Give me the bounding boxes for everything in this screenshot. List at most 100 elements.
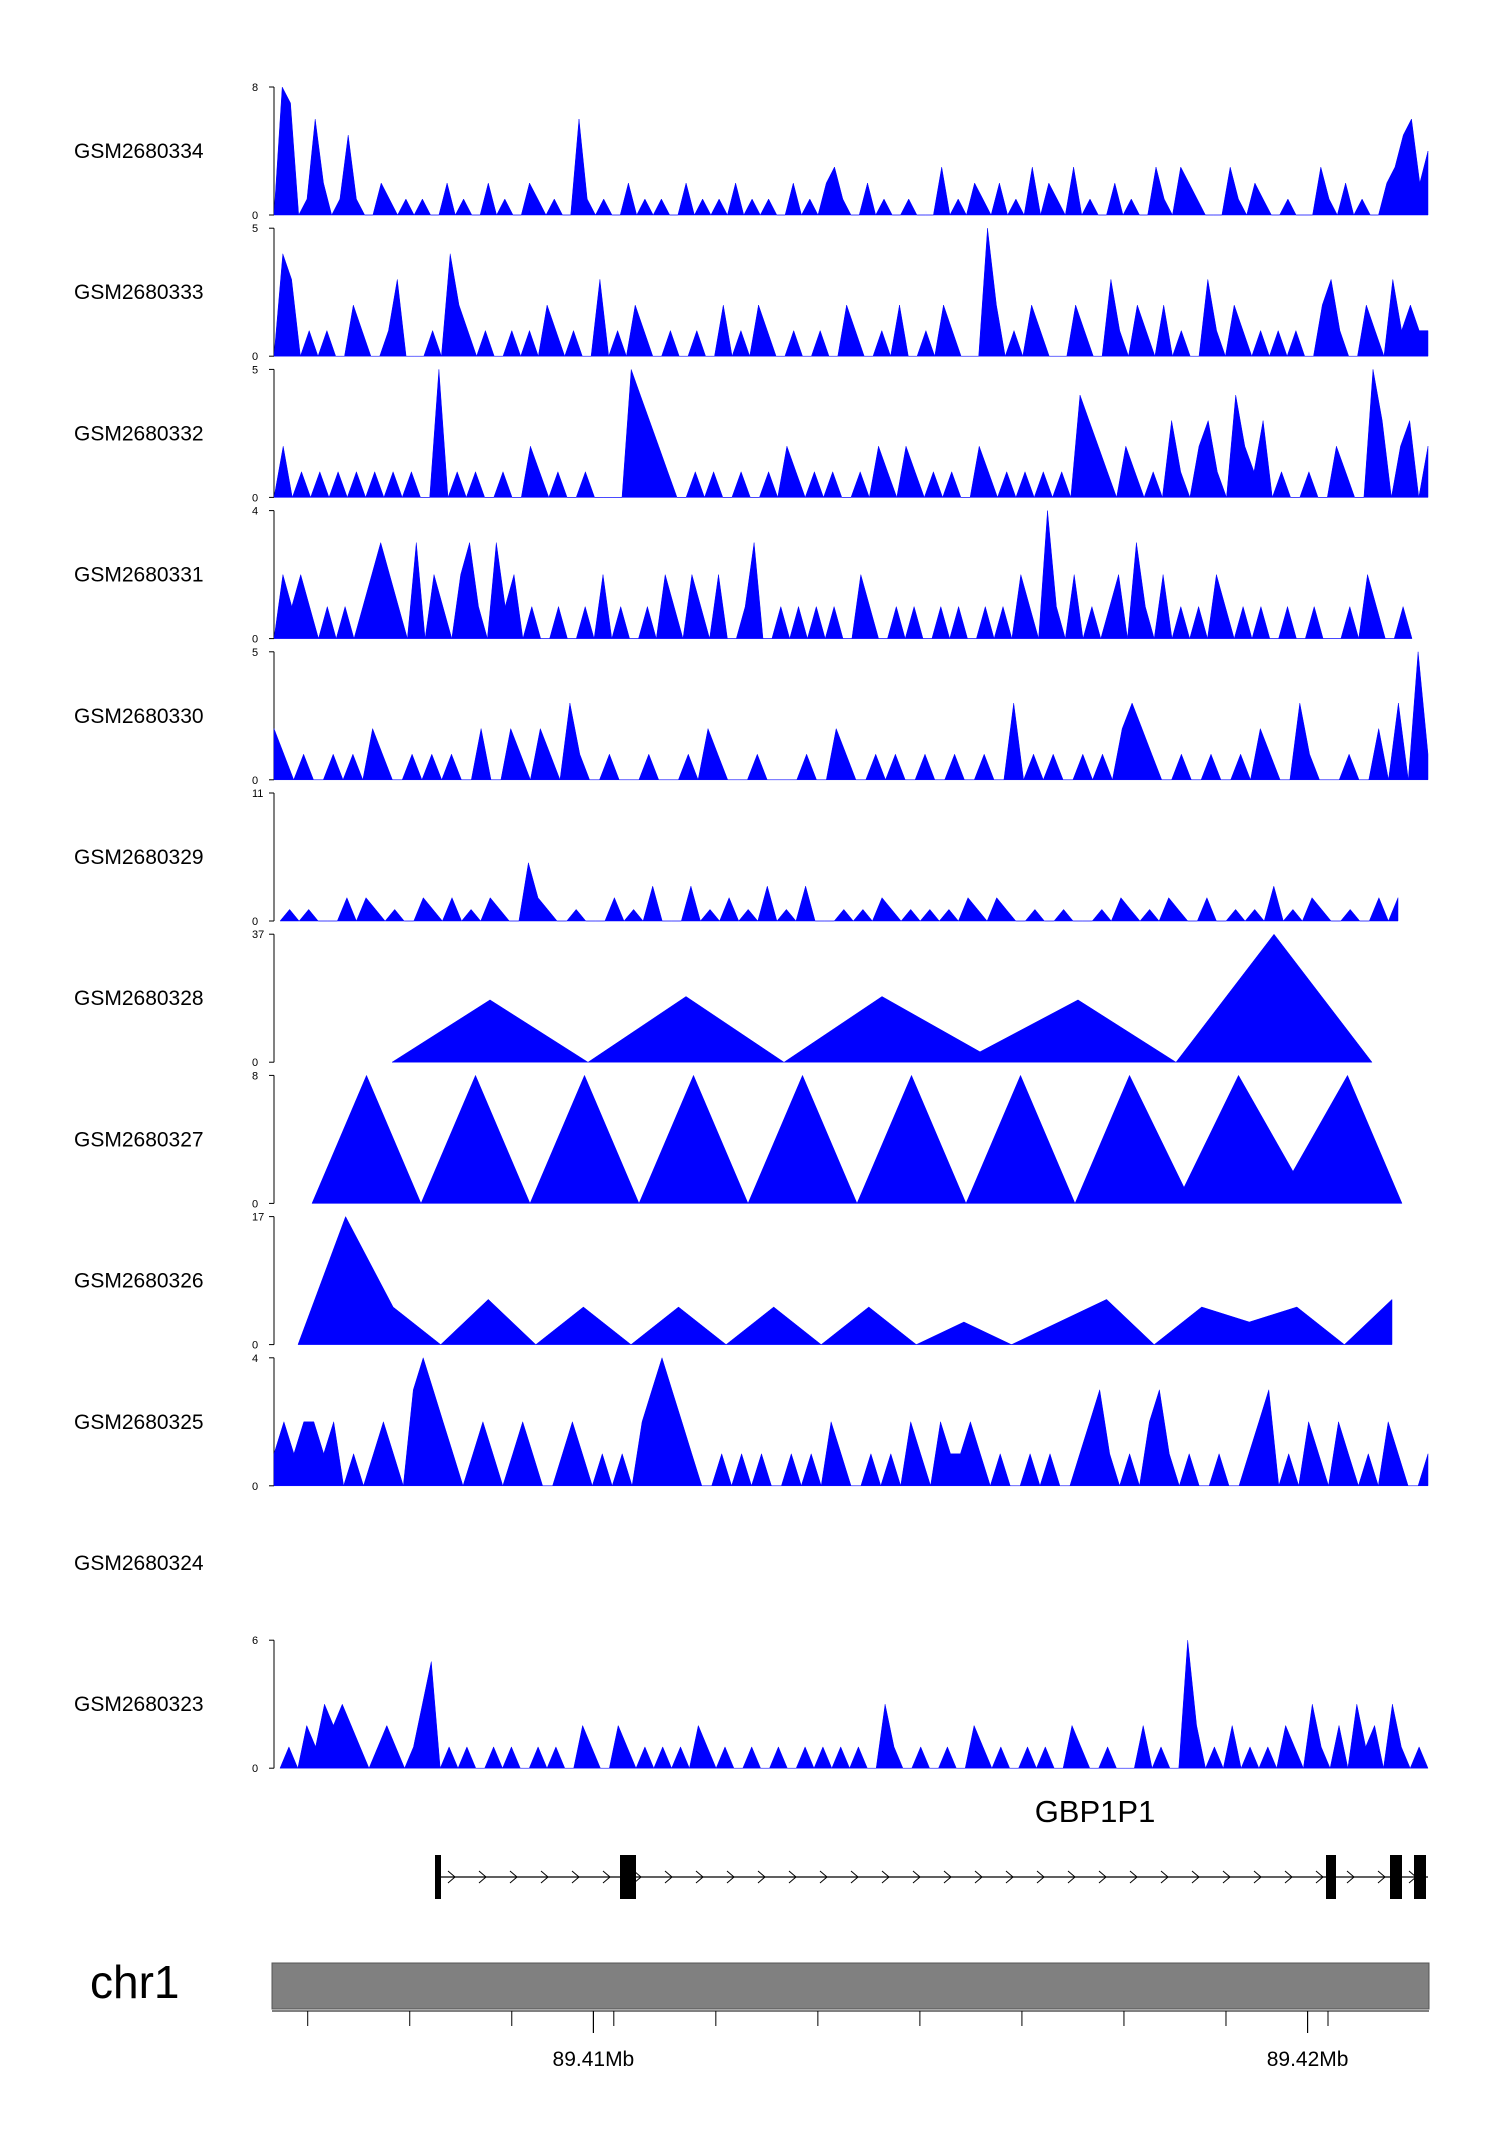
track-ymin-label: 0 xyxy=(252,634,258,646)
track-GSM2680326: GSM2680326 17 0 xyxy=(74,1212,1393,1352)
chromosome-track: chr1 xyxy=(90,1956,1430,2010)
track-label: GSM2680323 xyxy=(74,1693,204,1716)
coverage-tracks: GSM268033480GSM268033350GSM268033250GSM2… xyxy=(74,82,1429,1775)
strand-arrow xyxy=(850,1870,859,1884)
strand-arrow xyxy=(602,1870,611,1884)
track-GSM2680330: GSM2680330 5 0 xyxy=(74,647,1429,787)
gene-exon xyxy=(620,1855,636,1899)
track-label: GSM2680329 xyxy=(74,846,204,869)
track-ymax-label: 4 xyxy=(252,1353,258,1365)
track-ymax-label: 8 xyxy=(252,1070,258,1082)
track-ymin-label: 0 xyxy=(252,775,258,787)
track-ymax-label: 37 xyxy=(252,929,264,941)
track-label: GSM2680327 xyxy=(74,1128,204,1151)
track-GSM2680331: GSM2680331 4 0 xyxy=(74,506,1413,646)
strand-arrow xyxy=(1377,1870,1386,1884)
strand-arrow xyxy=(819,1870,828,1884)
coverage-area-GSM2680330 xyxy=(273,651,1429,781)
track-GSM2680327: GSM2680327 8 0 xyxy=(74,1070,1403,1210)
strand-arrow xyxy=(1253,1870,1262,1884)
track-ymax-label: 6 xyxy=(252,1635,258,1647)
strand-arrow xyxy=(1315,1870,1324,1884)
coverage-area-GSM2680326 xyxy=(297,1215,1393,1345)
track-ymin-label: 0 xyxy=(252,1763,258,1775)
track-ymin-label: 0 xyxy=(252,1057,258,1069)
strand-arrow xyxy=(447,1870,456,1884)
chromosome-label: chr1 xyxy=(90,1956,179,2008)
strand-arrow xyxy=(1129,1870,1138,1884)
strand-arrow xyxy=(1036,1870,1045,1884)
strand-arrow xyxy=(1067,1870,1076,1884)
strand-arrow xyxy=(881,1870,890,1884)
track-ymax-label: 17 xyxy=(252,1212,264,1224)
track-ymin-label: 0 xyxy=(252,1198,258,1210)
coverage-area-GSM2680332 xyxy=(273,369,1429,499)
coverage-area-GSM2680329 xyxy=(279,862,1399,922)
track-GSM2680329: GSM2680329 11 0 xyxy=(74,788,1399,928)
strand-arrow xyxy=(788,1870,797,1884)
gene-model xyxy=(435,1855,1428,1899)
strand-arrow xyxy=(726,1870,735,1884)
track-label: GSM2680326 xyxy=(74,1270,204,1293)
strand-arrow xyxy=(974,1870,983,1884)
gene-exon xyxy=(435,1855,441,1899)
strand-arrow xyxy=(664,1870,673,1884)
track-ymax-label: 11 xyxy=(252,788,263,800)
track-GSM2680333: GSM2680333 5 0 xyxy=(74,223,1429,363)
gene-label: GBP1P1 xyxy=(1035,1794,1156,1829)
strand-arrow xyxy=(1346,1870,1355,1884)
track-ymax-label: 5 xyxy=(252,364,258,376)
track-label: GSM2680330 xyxy=(74,705,204,728)
track-GSM2680323: GSM2680323 6 0 xyxy=(74,1635,1429,1775)
track-ymax-label: 4 xyxy=(252,506,258,518)
coverage-area-GSM2680334 xyxy=(273,86,1429,216)
track-ymin-label: 0 xyxy=(252,916,258,928)
track-label: GSM2680333 xyxy=(74,281,204,304)
track-label: GSM2680334 xyxy=(74,140,204,163)
track-GSM2680334: GSM2680334 8 0 xyxy=(74,82,1429,222)
track-label: GSM2680325 xyxy=(74,1411,204,1434)
coverage-area-GSM2680333 xyxy=(273,228,1429,357)
axis-tick-label: 89.41Mb xyxy=(553,2048,635,2071)
gene-exon xyxy=(1326,1855,1336,1899)
track-GSM2680328: GSM2680328 37 0 xyxy=(74,929,1373,1069)
coverage-area-GSM2680328 xyxy=(391,933,1373,1063)
strand-arrow xyxy=(478,1870,487,1884)
strand-arrow xyxy=(509,1870,518,1884)
coverage-area-GSM2680327 xyxy=(311,1074,1403,1205)
strand-arrow xyxy=(1284,1870,1293,1884)
strand-arrow xyxy=(1191,1870,1200,1884)
track-label: GSM2680332 xyxy=(74,422,204,445)
coverage-area-GSM2680325 xyxy=(273,1356,1429,1487)
track-ymax-label: 5 xyxy=(252,647,258,659)
track-ymin-label: 0 xyxy=(252,210,258,222)
strand-arrow xyxy=(695,1870,704,1884)
track-label: GSM2680331 xyxy=(74,564,204,587)
gene-exon xyxy=(1390,1855,1402,1899)
track-ymin-label: 0 xyxy=(252,351,258,363)
gene-track: GBP1P1 xyxy=(435,1794,1428,1899)
track-ymin-label: 0 xyxy=(252,1340,258,1352)
strand-arrow xyxy=(1005,1870,1014,1884)
track-GSM2680324: GSM2680324 xyxy=(74,1552,204,1575)
track-GSM2680332: GSM2680332 5 0 xyxy=(74,364,1429,504)
strand-arrow xyxy=(1160,1870,1169,1884)
strand-arrow xyxy=(1222,1870,1231,1884)
track-ymax-label: 5 xyxy=(252,223,258,235)
chromosome-ideogram xyxy=(271,1962,1430,2010)
track-ymax-label: 8 xyxy=(252,82,258,94)
strand-arrow xyxy=(912,1870,921,1884)
track-label: GSM2680328 xyxy=(74,987,204,1010)
strand-arrow xyxy=(757,1870,766,1884)
track-ymin-label: 0 xyxy=(252,492,258,504)
strand-arrow xyxy=(540,1870,549,1884)
track-GSM2680325: GSM2680325 4 0 xyxy=(74,1353,1429,1493)
track-label: GSM2680324 xyxy=(74,1552,204,1575)
coverage-area-GSM2680331 xyxy=(273,510,1413,640)
genomic-axis: 89.41Mb 89.42Mb xyxy=(272,2010,1429,2071)
strand-arrow xyxy=(633,1870,642,1884)
strand-arrow xyxy=(943,1870,952,1884)
strand-arrow xyxy=(1098,1870,1107,1884)
track-ymin-label: 0 xyxy=(252,1481,258,1493)
